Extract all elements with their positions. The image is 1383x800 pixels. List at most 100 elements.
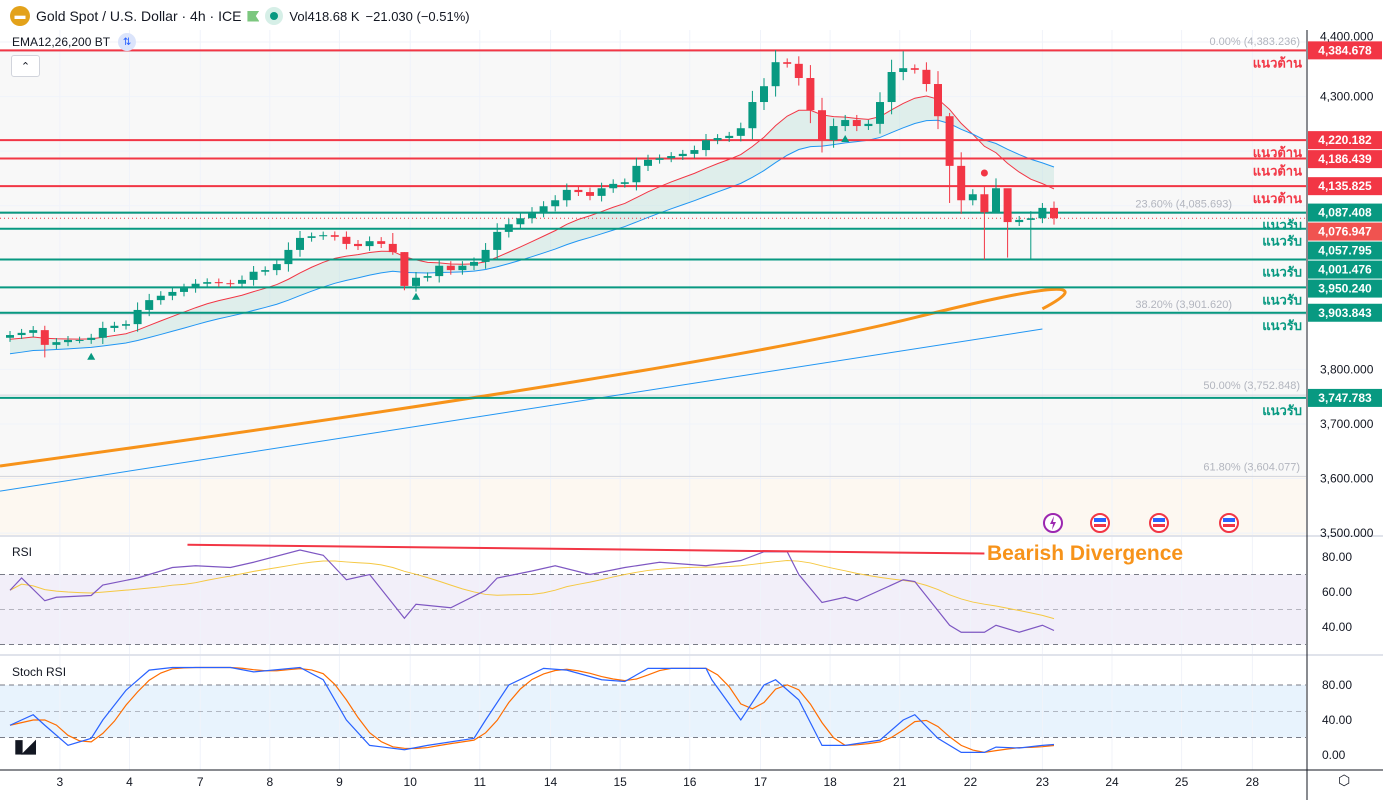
price-level-badge: [1308, 177, 1382, 196]
candle-body: [17, 332, 26, 336]
candle-body: [493, 231, 502, 250]
rsi-axis-tick: 40.00: [1322, 620, 1352, 634]
resist-level-label: แนวต้าน: [1253, 191, 1302, 206]
candle-body: [644, 159, 652, 166]
candle-body: [238, 279, 246, 284]
chart-settings-icon[interactable]: ⬡: [1338, 772, 1351, 788]
resist-level-label: แนวต้าน: [1253, 145, 1302, 160]
rsi-axis-tick: 60.00: [1322, 585, 1352, 599]
candle-body: [168, 291, 177, 296]
support-level-label: แนวรับ: [1262, 403, 1302, 418]
price-level-badge: [1308, 303, 1382, 322]
time-axis-label: 25: [1175, 775, 1189, 789]
time-axis-label: 8: [266, 775, 273, 789]
sell-signal-marker: [980, 169, 988, 177]
candle-body: [597, 188, 606, 196]
ema200-orange-line: [0, 287, 1067, 468]
candle-body: [29, 330, 38, 333]
fib-level-label: 0.00% (4,383.236): [1209, 36, 1300, 48]
volume-value: 418.68 K: [307, 8, 360, 24]
indicator-name[interactable]: EMA12,26,200 BT: [12, 35, 111, 49]
candle-body: [307, 236, 316, 238]
price-level-badge-text: 4,001.476: [1318, 263, 1372, 277]
price-level-badge-text: 3,903.843: [1318, 306, 1372, 320]
candle-body: [945, 116, 954, 166]
price-axis-tick: 3,600.000: [1320, 472, 1374, 486]
candle-body: [562, 189, 571, 201]
time-axis-label: 28: [1246, 775, 1260, 789]
price-level-badge-text: 4,057.795: [1318, 244, 1372, 258]
time-axis-label: 14: [544, 775, 558, 789]
current-price-badge: [1308, 222, 1382, 241]
candle-body: [1015, 219, 1024, 223]
candle-body: [818, 110, 826, 141]
candle-body: [620, 182, 629, 184]
bearish-divergence-label: Bearish Divergence: [987, 542, 1184, 565]
candle-body: [1038, 207, 1047, 219]
time-axis-label: 3: [57, 775, 64, 789]
candle-body: [145, 300, 154, 310]
price-level-badge: [1308, 388, 1382, 407]
candle-body: [156, 295, 165, 301]
candle-body: [504, 224, 513, 232]
candle-body: [667, 156, 676, 159]
candle-body: [771, 62, 780, 87]
collapse-legend-button[interactable]: ⌃: [11, 55, 40, 77]
time-axis-label: 22: [964, 775, 978, 789]
indicator-legend[interactable]: EMA12,26,200 BT ⇅: [12, 33, 137, 51]
symbol-title[interactable]: Gold Spot / U.S. Dollar · 4h · ICE: [36, 8, 242, 24]
time-axis-label: 24: [1105, 775, 1119, 789]
candle-body: [887, 72, 896, 103]
candle-body: [319, 235, 328, 237]
time-axis-label: 15: [613, 775, 627, 789]
price-axis-tick: 3,500.000: [1320, 526, 1374, 540]
price-axis-tick: 4,300.000: [1320, 90, 1374, 104]
candle-body: [910, 68, 919, 70]
divergence-trendline: [187, 543, 985, 555]
candle-body: [968, 194, 977, 201]
candle-body: [458, 265, 467, 271]
price-level-badge: [1308, 203, 1382, 222]
fib-lower-zone-background: [0, 476, 1306, 536]
symbol-header: ▬ Gold Spot / U.S. Dollar · 4h · ICE Vol…: [10, 6, 470, 26]
rsi-ma-line: [9, 560, 1055, 620]
ema-cloud-fill: [10, 96, 1054, 354]
market-status-icon[interactable]: [265, 7, 284, 25]
candle-body: [75, 339, 84, 341]
time-axis-label: 18: [823, 775, 837, 789]
candle-body: [400, 252, 409, 286]
time-axis-label: 21: [893, 775, 907, 789]
candle-body: [678, 153, 687, 157]
price-level-badge-text: 4,384.678: [1318, 43, 1372, 57]
candle-body: [52, 342, 61, 345]
candle-body: [470, 261, 478, 266]
stoch-axis-tick: 0.00: [1322, 748, 1346, 762]
candle-body: [655, 158, 664, 160]
us-flag-event-icon: [1219, 513, 1239, 533]
candle-body: [632, 165, 641, 183]
stoch-axis-tick: 80.00: [1322, 678, 1352, 692]
candle-body: [760, 86, 768, 103]
price-level-badge: [1308, 41, 1382, 60]
price-change: −21.030 (−0.51%): [365, 8, 470, 24]
candle-body: [736, 128, 745, 136]
time-axis-label: 17: [754, 775, 768, 789]
candle-body: [1026, 218, 1035, 220]
price-level-badge-text: 4,087.408: [1318, 206, 1372, 220]
indicator-settings-icon[interactable]: ⇅: [118, 33, 137, 51]
support-level-label: แนวรับ: [1262, 318, 1302, 333]
us-flag-stripes: [1223, 524, 1235, 527]
buy-signal-marker: [412, 292, 420, 300]
candle-body: [110, 325, 119, 328]
candle-body: [876, 102, 884, 124]
candle-body: [702, 140, 710, 151]
gold-logo-icon: ▬: [10, 6, 30, 26]
candle-body: [864, 123, 873, 127]
time-axis-label: 7: [197, 775, 204, 789]
candle-body: [388, 243, 397, 253]
price-level-badge-text: 3,950.240: [1318, 282, 1372, 296]
candle-body: [423, 276, 432, 278]
flag-icon[interactable]: [247, 10, 260, 22]
tradingview-logo[interactable]: ▮◢: [14, 736, 36, 756]
